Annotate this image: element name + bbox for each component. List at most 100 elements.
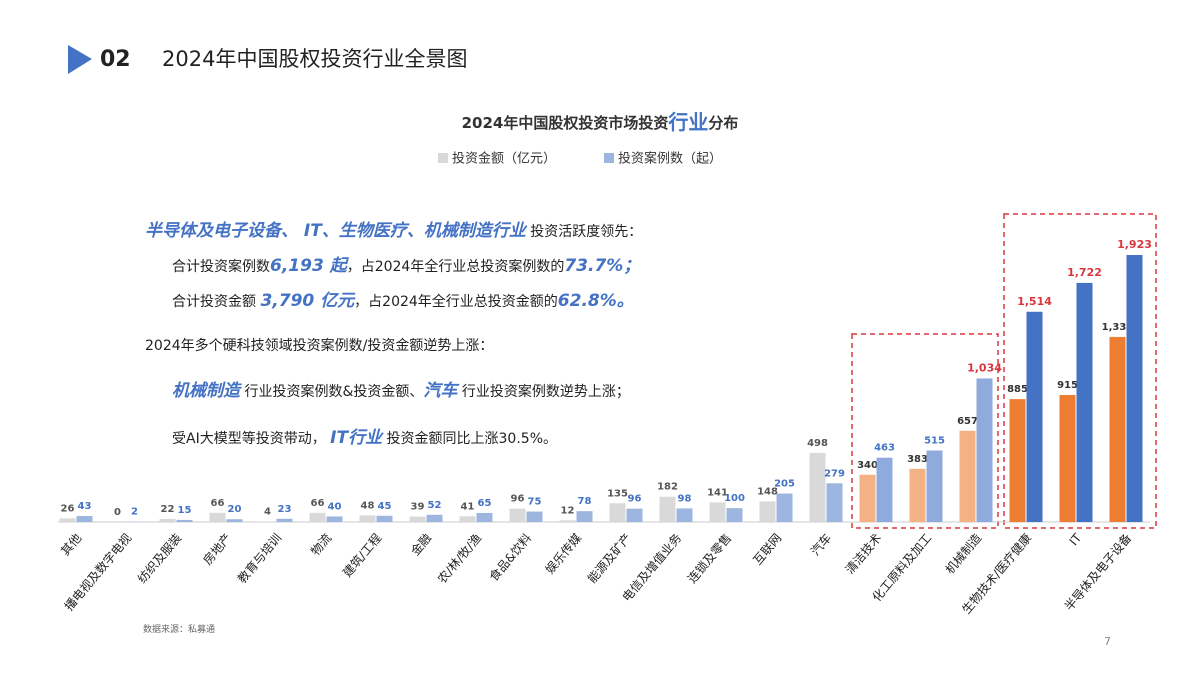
value-label: 135 [607, 488, 628, 499]
bar [1076, 282, 1093, 522]
value-label: 15 [178, 505, 192, 516]
bar [909, 468, 926, 522]
value-label: 205 [774, 479, 795, 490]
value-label: 39 [411, 502, 425, 513]
legend-swatch [438, 153, 448, 163]
bar [826, 483, 843, 522]
value-label: 515 [924, 435, 945, 446]
bar [1026, 311, 1043, 522]
x-tick-label: 食品&饮料 [486, 530, 534, 584]
bar [609, 503, 626, 522]
value-label: 41 [461, 501, 475, 512]
bar [276, 518, 293, 522]
text: ，占2024年全行业总投资金额的 [354, 294, 558, 310]
value-label: 1,923 [1117, 238, 1152, 251]
x-tick-label: 连锁及零售 [684, 530, 734, 586]
text: ，占2024年全行业总投资案例数的 [346, 259, 565, 275]
text-line: 受AI大模型等投资带动， IT行业 投资金额同比上涨30.5%。 [172, 423, 557, 448]
bar [726, 508, 743, 522]
title-part: 2024年中国股权投资市场投资 [462, 114, 669, 132]
value-label: 141 [707, 487, 728, 498]
text: 投资活跃度领先： [525, 224, 643, 240]
bar [376, 515, 393, 522]
bar [776, 493, 793, 522]
x-tick-label: 农/林/牧/渔 [435, 531, 484, 586]
text: 行业投资案例数&投资金额、 [240, 384, 424, 400]
bar [876, 457, 893, 522]
header-number: 02 [100, 47, 131, 72]
bar [309, 512, 326, 522]
bar [209, 512, 226, 522]
x-tick-label: 汽车 [807, 530, 834, 558]
value-label: 1,333 [1102, 322, 1134, 333]
bar [476, 512, 493, 522]
value-label: 0 [114, 507, 121, 518]
bar [1126, 255, 1143, 522]
value-label: 1,722 [1067, 266, 1102, 279]
value-label: 463 [874, 443, 895, 454]
bar [326, 516, 343, 522]
value-label: 12 [561, 505, 575, 516]
value-label: 75 [528, 497, 542, 508]
value-label: 1,034 [967, 361, 1002, 374]
text: 投资金额同比上涨30.5%。 [382, 431, 558, 447]
x-tick-label: 房地产 [200, 530, 235, 567]
chart-title: 2024年中国股权投资市场投资行业分布 [462, 110, 739, 134]
bar [259, 521, 276, 522]
source: 数据来源：私募通 [143, 623, 215, 635]
text-line: 合计投资案例数6,193 起，占2024年全行业总投资案例数的73.7%； [172, 251, 640, 276]
value-label: 498 [807, 438, 828, 449]
title-part: 行业 [667, 110, 708, 134]
bar [359, 515, 376, 522]
bar [426, 514, 443, 522]
value-label: 915 [1057, 380, 1078, 391]
emphasis: 3,790 亿元 [260, 291, 355, 311]
bar [759, 501, 776, 522]
x-tick-label: 教育与培训 [234, 530, 284, 586]
x-tick-label: 其他 [58, 531, 84, 558]
value-label: 100 [724, 493, 745, 504]
value-label: 148 [757, 486, 778, 497]
emphasis: 62.8%。 [557, 291, 634, 311]
bar [526, 511, 543, 522]
bar [959, 430, 976, 522]
emphasis: 半导体及电子设备、 IT、生物医疗、机械制造行业 [145, 221, 526, 241]
value-label: 22 [161, 504, 175, 515]
x-tick-label: 互联网 [750, 531, 784, 568]
highlight-box [851, 333, 999, 529]
highlight-box [1003, 213, 1157, 529]
emphasis: 机械制造 [172, 381, 240, 401]
bar [659, 496, 676, 522]
value-label: 657 [957, 416, 978, 427]
value-label: 78 [578, 496, 592, 507]
legend-label: 投资金额（亿元） [452, 151, 556, 167]
value-label: 66 [311, 498, 325, 509]
bar [409, 516, 426, 522]
text-line: 合计投资金额 3,790 亿元，占2024年全行业总投资金额的62.8%。 [172, 286, 634, 311]
bar [59, 518, 76, 522]
value-label: 279 [824, 468, 845, 479]
value-label: 340 [857, 460, 878, 471]
text: 合计投资案例数 [172, 259, 270, 275]
emphasis: 6,193 起 [270, 256, 347, 276]
bar [1059, 394, 1076, 522]
x-tick-label: 金融 [407, 530, 434, 558]
x-tick-label: IT [1067, 530, 1085, 548]
emphasis: 汽车 [423, 381, 458, 401]
value-label: 45 [378, 501, 392, 512]
bar [576, 511, 593, 522]
value-label: 40 [328, 501, 342, 512]
value-label: 2 [131, 507, 138, 518]
bar [176, 519, 193, 522]
value-label: 383 [907, 454, 928, 465]
value-label: 20 [228, 504, 242, 515]
header-icon [68, 45, 92, 74]
x-tick-label: 娱乐传媒 [542, 530, 584, 576]
text: 2024年多个硬科技领域投资案例数/投资金额逆势上涨： [145, 338, 494, 354]
value-label: 885 [1007, 384, 1028, 395]
x-tick-label: 清洁技术 [843, 531, 885, 577]
bar [976, 378, 993, 522]
bar [509, 508, 526, 522]
x-tick-label: 建筑/工程 [339, 530, 384, 580]
